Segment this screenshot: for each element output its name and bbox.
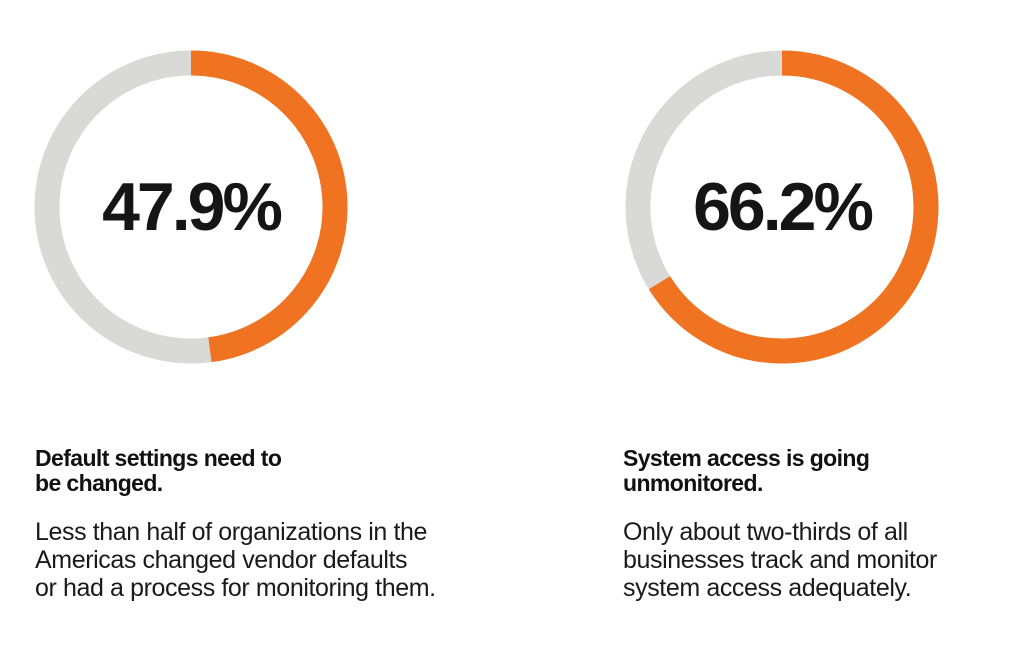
- donut-chart-access: 66.2%: [622, 47, 942, 367]
- stat-description: Only about two-thirds of all businesses …: [623, 518, 937, 602]
- donut-chart-defaults: 47.9%: [31, 47, 351, 367]
- stat-description-line: Less than half of organizations in the: [35, 518, 436, 546]
- stat-heading-line: unmonitored.: [623, 471, 869, 496]
- stat-heading: System access is going unmonitored.: [623, 446, 869, 496]
- stat-description-line: system access adequately.: [623, 574, 937, 602]
- stat-description: Less than half of organizations in the A…: [35, 518, 436, 602]
- stat-description-line: or had a process for monitoring them.: [35, 574, 436, 602]
- stat-heading-line: Default settings need to: [35, 446, 281, 471]
- stat-heading: Default settings need to be changed.: [35, 446, 281, 496]
- donut-value-label: 66.2%: [622, 47, 942, 367]
- stat-heading-line: be changed.: [35, 471, 281, 496]
- stat-description-line: Only about two-thirds of all: [623, 518, 937, 546]
- stat-description-line: Americas changed vendor defaults: [35, 546, 436, 574]
- stat-description-line: businesses track and monitor: [623, 546, 937, 574]
- donut-value-label: 47.9%: [31, 47, 351, 367]
- stat-heading-line: System access is going: [623, 446, 869, 471]
